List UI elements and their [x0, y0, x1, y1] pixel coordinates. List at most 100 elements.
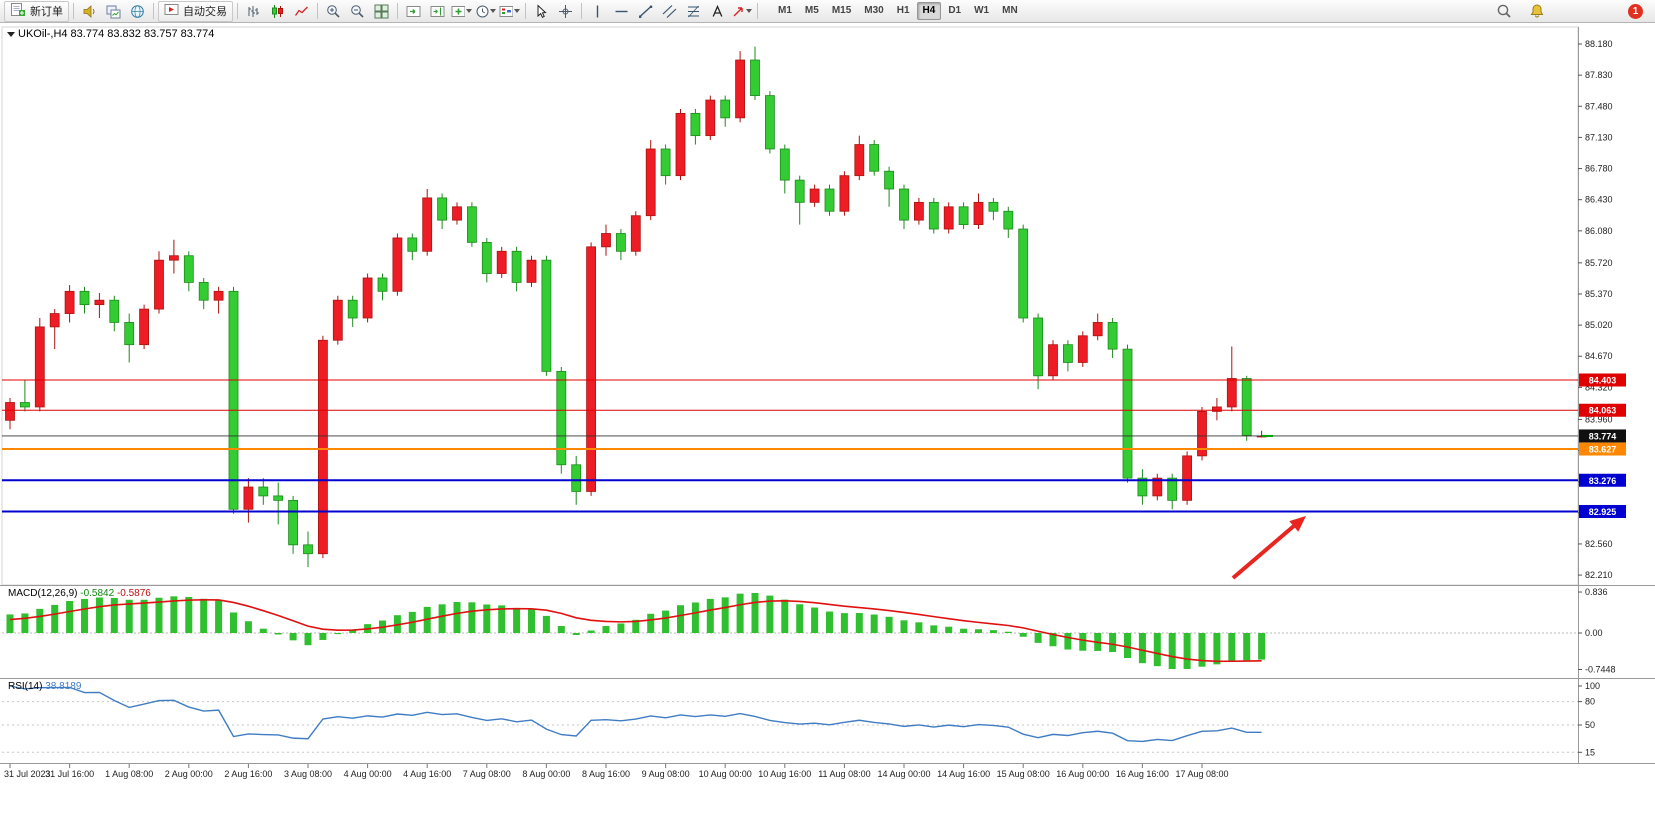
- candle: [988, 201, 999, 212]
- timeframe-h4[interactable]: H4: [916, 2, 942, 20]
- timeframe-mn[interactable]: MN: [1002, 5, 1018, 16]
- svg-text:-0.7448: -0.7448: [1585, 664, 1616, 674]
- help-globe-icon[interactable]: [126, 1, 149, 22]
- vertical-line-tool-icon[interactable]: [586, 1, 609, 22]
- periods-dropdown[interactable]: [474, 1, 497, 22]
- candle: [1048, 344, 1058, 377]
- new-order-button[interactable]: 新订单: [4, 0, 69, 22]
- svg-text:84.670: 84.670: [1585, 351, 1613, 361]
- candle: [49, 313, 60, 328]
- tile-windows-icon[interactable]: [370, 1, 393, 22]
- svg-text:88.180: 88.180: [1585, 39, 1613, 49]
- svg-text:83.774: 83.774: [1589, 431, 1617, 441]
- candle: [839, 175, 850, 212]
- candle: [124, 322, 135, 346]
- candle: [109, 299, 120, 323]
- svg-text:0.00: 0.00: [1585, 628, 1603, 638]
- timeframe-w1[interactable]: W1: [974, 5, 990, 16]
- timeframe-m30[interactable]: M30: [864, 5, 884, 16]
- candle: [1212, 406, 1222, 412]
- bar-chart-icon[interactable]: [242, 1, 265, 22]
- candle: [452, 206, 462, 221]
- candle: [765, 95, 775, 150]
- svg-text:86.080: 86.080: [1585, 226, 1613, 236]
- zoom-in-icon[interactable]: [322, 1, 345, 22]
- candlestick-chart-icon[interactable]: [266, 1, 289, 22]
- sound-icon[interactable]: [78, 1, 101, 22]
- toolbar-separator: [317, 3, 318, 19]
- cursor-icon[interactable]: [530, 1, 553, 22]
- indicators-dropdown[interactable]: [450, 1, 473, 22]
- svg-text:2 Aug 16:00: 2 Aug 16:00: [224, 769, 272, 779]
- candle: [914, 201, 924, 221]
- svg-text:14 Aug 16:00: 14 Aug 16:00: [937, 769, 990, 779]
- fibonacci-tool-icon[interactable]: [682, 1, 705, 22]
- notification-count-badge[interactable]: 1: [1628, 3, 1643, 19]
- text-tool-icon[interactable]: [706, 1, 729, 22]
- candle: [884, 170, 894, 190]
- candle: [854, 144, 865, 177]
- candle: [422, 197, 433, 252]
- toolbar-separator: [757, 3, 758, 19]
- toolbar-separator: [153, 3, 154, 19]
- candle: [616, 233, 626, 252]
- zoom-out-icon[interactable]: [346, 1, 369, 22]
- candle: [571, 464, 582, 492]
- toolbar-separator: [581, 3, 582, 19]
- candle: [794, 179, 805, 203]
- notification-bell-icon[interactable]: [1525, 1, 1548, 22]
- candle: [586, 246, 596, 492]
- macd-indicator-label: MACD(12,26,9) -0.5842 -0.5876: [8, 588, 151, 599]
- candle: [392, 237, 403, 292]
- chart-windows-icon[interactable]: [102, 1, 125, 22]
- arrows-tool-dropdown[interactable]: [730, 1, 753, 22]
- line-chart-icon[interactable]: [290, 1, 313, 22]
- candle: [1003, 210, 1014, 230]
- svg-text:14 Aug 00:00: 14 Aug 00:00: [877, 769, 930, 779]
- timeframe-m5[interactable]: M5: [804, 5, 819, 16]
- crosshair-icon[interactable]: [554, 1, 577, 22]
- templates-dropdown[interactable]: [498, 1, 521, 22]
- annotation-arrow[interactable]: [1231, 516, 1306, 580]
- candle: [1092, 322, 1103, 337]
- candle: [5, 402, 15, 421]
- svg-text:50: 50: [1585, 720, 1595, 730]
- candle: [243, 486, 254, 510]
- svg-text:87.830: 87.830: [1585, 70, 1613, 80]
- current-price-tag: 83.774: [1579, 429, 1626, 443]
- chevron-down-icon: [490, 9, 496, 13]
- candle: [779, 148, 790, 181]
- chart-shift-icon[interactable]: [426, 1, 449, 22]
- candle: [1226, 378, 1237, 408]
- candle: [228, 290, 239, 510]
- chart-title-text: UKOil-,H4 83.774 83.832 83.757 83.774: [18, 28, 215, 40]
- candle: [407, 237, 418, 252]
- candle: [645, 148, 656, 217]
- candle: [1077, 335, 1088, 363]
- candle: [362, 277, 373, 319]
- timeframe-m1[interactable]: M1: [778, 5, 792, 16]
- candle: [317, 339, 328, 555]
- auto-scroll-icon[interactable]: [402, 1, 425, 22]
- candle: [958, 206, 969, 225]
- rsi-name: RSI(14): [8, 681, 43, 692]
- svg-text:85.370: 85.370: [1585, 289, 1613, 299]
- horizontal-line-tool-icon[interactable]: [610, 1, 633, 22]
- macd-signal-value: -0.5876: [116, 588, 151, 599]
- candle: [1137, 477, 1148, 497]
- timeframe-d1[interactable]: D1: [948, 5, 962, 16]
- candle: [332, 299, 343, 341]
- macd-signal-line: [9, 599, 1262, 663]
- macd-name: MACD(12,26,9): [8, 588, 78, 599]
- channel-tool-icon[interactable]: [658, 1, 681, 22]
- svg-text:3 Aug 08:00: 3 Aug 08:00: [284, 769, 332, 779]
- top-toolbar: 新订单 自动交易 M1 M5 M15 M30 H1 H4 D1 W1 MN 1: [0, 0, 1655, 23]
- timeframe-h1[interactable]: H1: [896, 5, 910, 16]
- candle: [750, 59, 760, 97]
- timeframe-m15[interactable]: M15: [831, 5, 852, 16]
- auto-trading-button[interactable]: 自动交易: [158, 0, 233, 22]
- search-icon[interactable]: [1492, 1, 1515, 22]
- trendline-tool-icon[interactable]: [634, 1, 657, 22]
- one-click-trading-toggle-icon[interactable]: [7, 32, 15, 37]
